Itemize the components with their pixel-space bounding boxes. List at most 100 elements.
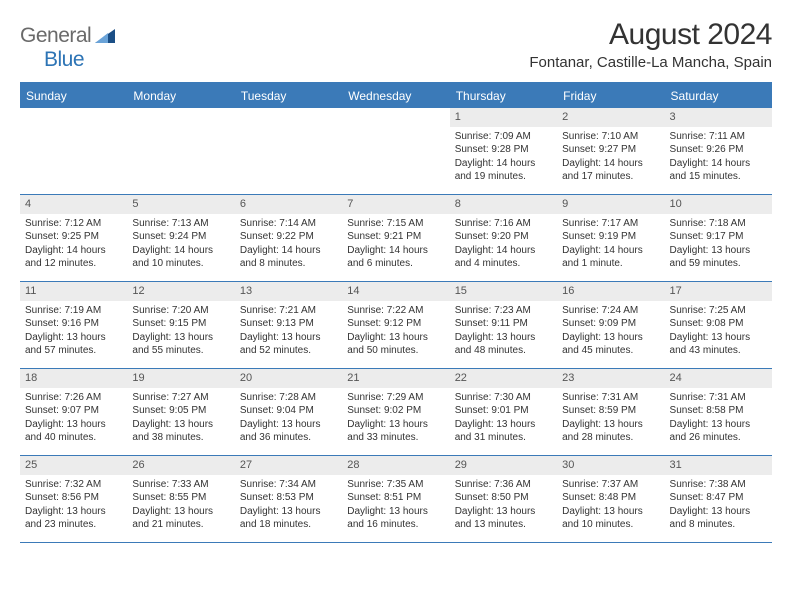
cell-body: Sunrise: 7:24 AMSunset: 9:09 PMDaylight:… xyxy=(557,301,664,362)
calendar-cell: 17Sunrise: 7:25 AMSunset: 9:08 PMDayligh… xyxy=(665,282,772,368)
cell-daylight1: Daylight: 13 hours xyxy=(670,418,767,432)
cell-sunset: Sunset: 9:27 PM xyxy=(562,143,659,157)
day-number: 20 xyxy=(235,369,342,388)
cell-body: Sunrise: 7:38 AMSunset: 8:47 PMDaylight:… xyxy=(665,475,772,536)
dayname-tuesday: Tuesday xyxy=(235,84,342,108)
cell-body: Sunrise: 7:30 AMSunset: 9:01 PMDaylight:… xyxy=(450,388,557,449)
cell-daylight1: Daylight: 14 hours xyxy=(132,244,229,258)
cell-daylight2: and 40 minutes. xyxy=(25,431,122,445)
cell-sunset: Sunset: 9:07 PM xyxy=(25,404,122,418)
cell-sunrise: Sunrise: 7:22 AM xyxy=(347,304,444,318)
cell-sunset: Sunset: 9:11 PM xyxy=(455,317,552,331)
cell-daylight2: and 17 minutes. xyxy=(562,170,659,184)
cell-daylight1: Daylight: 13 hours xyxy=(240,418,337,432)
calendar-cell: . xyxy=(235,108,342,194)
cell-daylight2: and 38 minutes. xyxy=(132,431,229,445)
day-number: 28 xyxy=(342,456,449,475)
calendar-cell: 15Sunrise: 7:23 AMSunset: 9:11 PMDayligh… xyxy=(450,282,557,368)
day-number: 21 xyxy=(342,369,449,388)
cell-daylight2: and 50 minutes. xyxy=(347,344,444,358)
cell-sunset: Sunset: 8:47 PM xyxy=(670,491,767,505)
day-number: 12 xyxy=(127,282,234,301)
day-number: 10 xyxy=(665,195,772,214)
cell-sunrise: Sunrise: 7:33 AM xyxy=(132,478,229,492)
week-row: 4Sunrise: 7:12 AMSunset: 9:25 PMDaylight… xyxy=(20,195,772,282)
cell-daylight2: and 43 minutes. xyxy=(670,344,767,358)
cell-daylight2: and 33 minutes. xyxy=(347,431,444,445)
cell-body: Sunrise: 7:13 AMSunset: 9:24 PMDaylight:… xyxy=(127,214,234,275)
cell-sunrise: Sunrise: 7:37 AM xyxy=(562,478,659,492)
cell-body: Sunrise: 7:36 AMSunset: 8:50 PMDaylight:… xyxy=(450,475,557,536)
cell-body: Sunrise: 7:25 AMSunset: 9:08 PMDaylight:… xyxy=(665,301,772,362)
cell-body: Sunrise: 7:31 AMSunset: 8:59 PMDaylight:… xyxy=(557,388,664,449)
cell-daylight1: Daylight: 13 hours xyxy=(562,331,659,345)
day-number: 23 xyxy=(557,369,664,388)
cell-daylight1: Daylight: 13 hours xyxy=(347,331,444,345)
cell-sunset: Sunset: 9:13 PM xyxy=(240,317,337,331)
day-number: 6 xyxy=(235,195,342,214)
cell-sunset: Sunset: 8:56 PM xyxy=(25,491,122,505)
calendar-cell: 1Sunrise: 7:09 AMSunset: 9:28 PMDaylight… xyxy=(450,108,557,194)
cell-body: Sunrise: 7:35 AMSunset: 8:51 PMDaylight:… xyxy=(342,475,449,536)
cell-daylight1: Daylight: 13 hours xyxy=(240,331,337,345)
title-block: August 2024 Fontanar, Castille-La Mancha… xyxy=(529,18,772,71)
calendar-cell: 28Sunrise: 7:35 AMSunset: 8:51 PMDayligh… xyxy=(342,456,449,542)
cell-daylight2: and 48 minutes. xyxy=(455,344,552,358)
day-number: 19 xyxy=(127,369,234,388)
calendar-cell: 11Sunrise: 7:19 AMSunset: 9:16 PMDayligh… xyxy=(20,282,127,368)
cell-body: Sunrise: 7:32 AMSunset: 8:56 PMDaylight:… xyxy=(20,475,127,536)
cell-daylight2: and 45 minutes. xyxy=(562,344,659,358)
cell-sunrise: Sunrise: 7:29 AM xyxy=(347,391,444,405)
cell-sunrise: Sunrise: 7:12 AM xyxy=(25,217,122,231)
calendar-cell: 23Sunrise: 7:31 AMSunset: 8:59 PMDayligh… xyxy=(557,369,664,455)
cell-body: Sunrise: 7:22 AMSunset: 9:12 PMDaylight:… xyxy=(342,301,449,362)
header: General Blue August 2024 Fontanar, Casti… xyxy=(20,18,772,72)
cell-sunrise: Sunrise: 7:18 AM xyxy=(670,217,767,231)
cell-sunset: Sunset: 8:59 PM xyxy=(562,404,659,418)
calendar-cell: 22Sunrise: 7:30 AMSunset: 9:01 PMDayligh… xyxy=(450,369,557,455)
cell-body: Sunrise: 7:29 AMSunset: 9:02 PMDaylight:… xyxy=(342,388,449,449)
cell-sunset: Sunset: 9:01 PM xyxy=(455,404,552,418)
cell-sunset: Sunset: 9:24 PM xyxy=(132,230,229,244)
cell-body: Sunrise: 7:28 AMSunset: 9:04 PMDaylight:… xyxy=(235,388,342,449)
cell-body: Sunrise: 7:17 AMSunset: 9:19 PMDaylight:… xyxy=(557,214,664,275)
day-number: 26 xyxy=(127,456,234,475)
cell-daylight1: Daylight: 13 hours xyxy=(670,244,767,258)
daynames-row: SundayMondayTuesdayWednesdayThursdayFrid… xyxy=(20,84,772,108)
cell-daylight2: and 19 minutes. xyxy=(455,170,552,184)
calendar-cell: 29Sunrise: 7:36 AMSunset: 8:50 PMDayligh… xyxy=(450,456,557,542)
cell-daylight1: Daylight: 13 hours xyxy=(347,505,444,519)
day-number: 3 xyxy=(665,108,772,127)
day-number: 15 xyxy=(450,282,557,301)
cell-daylight1: Daylight: 13 hours xyxy=(347,418,444,432)
calendar-cell: . xyxy=(342,108,449,194)
cell-body: Sunrise: 7:15 AMSunset: 9:21 PMDaylight:… xyxy=(342,214,449,275)
cell-sunset: Sunset: 9:17 PM xyxy=(670,230,767,244)
cell-sunrise: Sunrise: 7:09 AM xyxy=(455,130,552,144)
cell-body: Sunrise: 7:34 AMSunset: 8:53 PMDaylight:… xyxy=(235,475,342,536)
logo-text-2: Blue xyxy=(44,48,84,71)
cell-sunrise: Sunrise: 7:28 AM xyxy=(240,391,337,405)
calendar-cell: 16Sunrise: 7:24 AMSunset: 9:09 PMDayligh… xyxy=(557,282,664,368)
cell-sunset: Sunset: 8:51 PM xyxy=(347,491,444,505)
cell-sunrise: Sunrise: 7:19 AM xyxy=(25,304,122,318)
cell-sunrise: Sunrise: 7:32 AM xyxy=(25,478,122,492)
calendar-cell: 3Sunrise: 7:11 AMSunset: 9:26 PMDaylight… xyxy=(665,108,772,194)
calendar-cell: 19Sunrise: 7:27 AMSunset: 9:05 PMDayligh… xyxy=(127,369,234,455)
cell-body: Sunrise: 7:26 AMSunset: 9:07 PMDaylight:… xyxy=(20,388,127,449)
calendar-cell: 9Sunrise: 7:17 AMSunset: 9:19 PMDaylight… xyxy=(557,195,664,281)
cell-sunrise: Sunrise: 7:31 AM xyxy=(562,391,659,405)
week-row: 11Sunrise: 7:19 AMSunset: 9:16 PMDayligh… xyxy=(20,282,772,369)
cell-body: Sunrise: 7:16 AMSunset: 9:20 PMDaylight:… xyxy=(450,214,557,275)
logo-text: General Blue xyxy=(20,24,115,72)
cell-daylight1: Daylight: 13 hours xyxy=(455,331,552,345)
cell-sunrise: Sunrise: 7:10 AM xyxy=(562,130,659,144)
cell-sunset: Sunset: 9:28 PM xyxy=(455,143,552,157)
cell-daylight1: Daylight: 13 hours xyxy=(25,418,122,432)
cell-daylight2: and 23 minutes. xyxy=(25,518,122,532)
day-number: 13 xyxy=(235,282,342,301)
cell-daylight2: and 12 minutes. xyxy=(25,257,122,271)
week-row: 25Sunrise: 7:32 AMSunset: 8:56 PMDayligh… xyxy=(20,456,772,543)
cell-sunset: Sunset: 9:16 PM xyxy=(25,317,122,331)
day-number: 2 xyxy=(557,108,664,127)
